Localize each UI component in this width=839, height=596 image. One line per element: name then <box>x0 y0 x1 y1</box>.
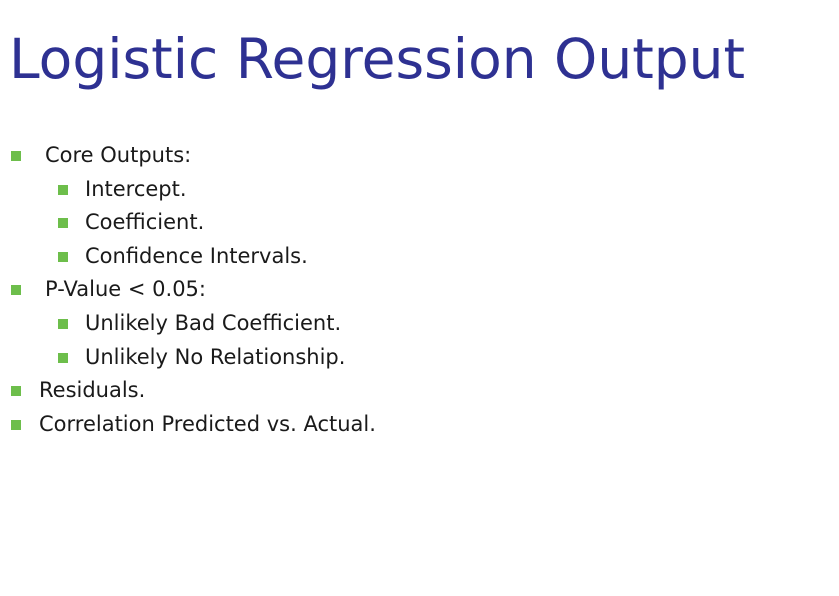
square-bullet-icon <box>58 218 68 229</box>
bullet-text: Correlation Predicted vs. Actual. <box>39 411 376 436</box>
bullet-item: Correlation Predicted vs. Actual. <box>0 408 839 442</box>
bullet-item: Residuals. <box>0 374 839 408</box>
bullet-list: Core Outputs: Intercept. Coefficient. Confi… <box>0 139 839 441</box>
sub-bullet-item: Confidence Intervals. <box>0 240 839 274</box>
square-bullet-icon <box>11 419 21 430</box>
bullet-text: P-Value < 0.05: <box>45 277 206 302</box>
sub-bullet-item: Unlikely No Relationship. <box>0 341 839 375</box>
square-bullet-icon <box>58 184 68 195</box>
square-bullet-icon <box>58 352 68 363</box>
bullet-text: Intercept. <box>85 176 187 201</box>
square-bullet-icon <box>11 386 21 397</box>
bullet-text: Coefficient. <box>85 210 205 235</box>
bullet-item: Core Outputs: <box>0 139 839 173</box>
square-bullet-icon <box>58 251 68 262</box>
sub-bullet-item: Intercept. <box>0 173 839 207</box>
bullet-item: P-Value < 0.05: <box>0 273 839 307</box>
sub-bullet-item: Coefficient. <box>0 206 839 240</box>
square-bullet-icon <box>11 151 21 161</box>
bullet-text: Unlikely No Relationship. <box>85 344 346 369</box>
slide-title: Logistic Regression Output <box>9 27 746 91</box>
bullet-text: Core Outputs: <box>45 143 192 167</box>
bullet-text: Unlikely Bad Coefficient. <box>85 310 342 335</box>
square-bullet-icon <box>11 285 21 296</box>
bullet-text: Residuals. <box>39 378 146 403</box>
square-bullet-icon <box>58 318 68 329</box>
sub-bullet-item: Unlikely Bad Coefficient. <box>0 307 839 341</box>
bullet-text: Confidence Intervals. <box>85 243 308 268</box>
